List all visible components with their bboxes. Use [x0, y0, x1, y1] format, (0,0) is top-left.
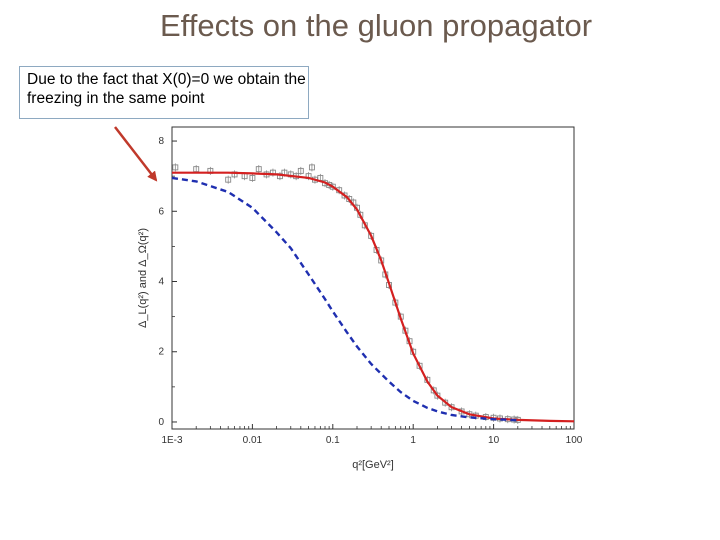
- x-axis-label: q²[GeV²]: [352, 459, 394, 471]
- y-tick-label: 4: [158, 277, 164, 288]
- data-point: [255, 165, 262, 174]
- plot-frame: [171, 126, 575, 430]
- callout-text: Due to the fact that X(0)=0 we obtain th…: [27, 71, 306, 107]
- x-tick-label: 1: [410, 435, 416, 446]
- data-point: [172, 163, 179, 172]
- x-tick-label: 1E-3: [161, 435, 183, 446]
- x-tick-label: 10: [488, 435, 500, 446]
- x-axis: 1E-3 0.01 0.1 1 10 100: [161, 424, 583, 446]
- y-axis: 0 2 4 6 8: [158, 136, 177, 428]
- x-tick-label: 0.1: [326, 435, 340, 446]
- callout-box: [19, 66, 309, 119]
- slide-title: Effects on the gluon propagator: [160, 8, 593, 43]
- data-point: [297, 166, 304, 175]
- y-tick-label: 2: [158, 347, 164, 358]
- y-axis-label: Δ_L(q²) and Δ_Ω(q²): [137, 228, 149, 328]
- red-curve-delta-l: [172, 171, 575, 423]
- data-point: [308, 163, 315, 172]
- y-tick-label: 0: [158, 417, 164, 428]
- data-point: [225, 175, 232, 184]
- y-tick-label: 8: [158, 136, 164, 147]
- blue-dashed-curve-delta-omega: [171, 176, 518, 422]
- callout-arrow: [114, 126, 158, 182]
- y-tick-label: 6: [158, 206, 164, 217]
- x-tick-label: 100: [566, 435, 583, 446]
- data-point: [249, 173, 256, 182]
- x-tick-label: 0.01: [243, 435, 263, 446]
